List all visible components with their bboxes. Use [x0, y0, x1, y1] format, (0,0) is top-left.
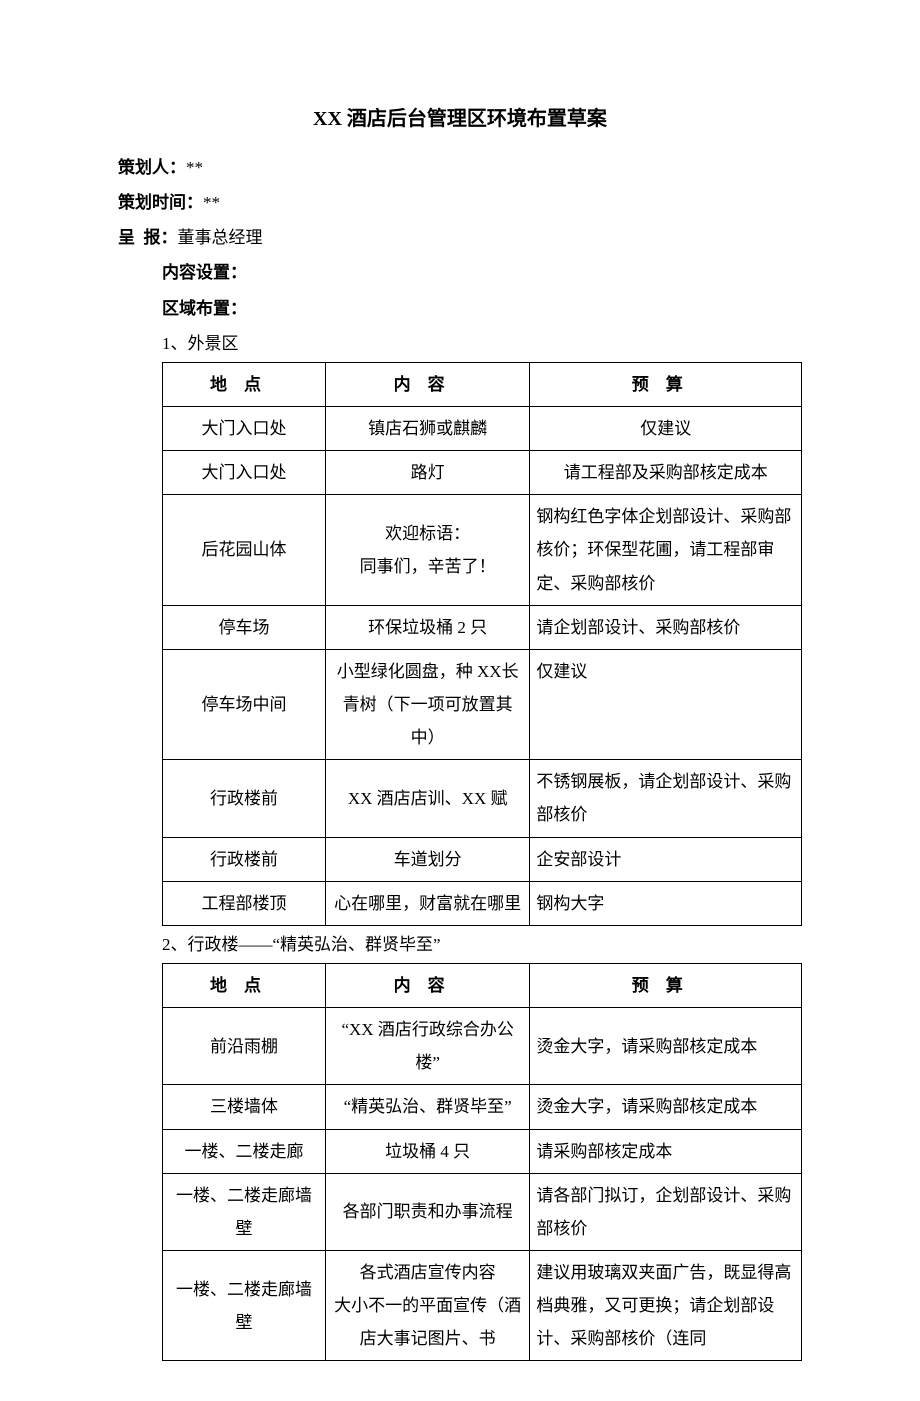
header-budget: 预算: [530, 963, 802, 1007]
cell-budget: 仅建议: [530, 649, 802, 759]
cell-budget: 请工程部及采购部核定成本: [530, 451, 802, 495]
header-location: 地点: [163, 963, 326, 1007]
planner-line: 策划人：**: [118, 151, 802, 184]
cell-content: 镇店石狮或麒麟: [325, 406, 529, 450]
cell-content: “XX 酒店行政综合办公楼”: [325, 1008, 529, 1085]
cell-content: 各式酒店宣传内容大小不一的平面宣传（酒店大事记图片、书: [325, 1250, 529, 1360]
cell-location: 行政楼前: [163, 760, 326, 837]
submit-label: 呈: [118, 228, 144, 247]
submit-value: 董事总经理: [178, 228, 263, 247]
cell-location: 停车场: [163, 605, 326, 649]
cell-location: 三楼墙体: [163, 1085, 326, 1129]
plan-time-line: 策划时间：**: [118, 186, 802, 219]
cell-location: 一楼、二楼走廊: [163, 1129, 326, 1173]
table-row: 前沿雨棚“XX 酒店行政综合办公楼”烫金大字，请采购部核定成本: [163, 1008, 802, 1085]
cell-location: 行政楼前: [163, 837, 326, 881]
header-content: 内容: [325, 362, 529, 406]
cell-location: 一楼、二楼走廊墙壁: [163, 1173, 326, 1250]
header-location: 地点: [163, 362, 326, 406]
header-content: 内容: [325, 963, 529, 1007]
cell-location: 工程部楼顶: [163, 881, 326, 925]
table-row: 三楼墙体“精英弘治、群贤毕至”烫金大字，请采购部核定成本: [163, 1085, 802, 1129]
cell-content: 路灯: [325, 451, 529, 495]
cell-budget: 烫金大字，请采购部核定成本: [530, 1008, 802, 1085]
cell-content: 环保垃圾桶 2 只: [325, 605, 529, 649]
table-row: 停车场中间小型绿化圆盘，种 XX长青树（下一项可放置其中）仅建议: [163, 649, 802, 759]
submit-line: 呈报：董事总经理: [118, 221, 802, 254]
cell-content: 欢迎标语：同事们，辛苦了！: [325, 495, 529, 605]
table-row: 大门入口处路灯请工程部及采购部核定成本: [163, 451, 802, 495]
cell-budget: 建议用玻璃双夹面广告，既显得高档典雅，又可更换；请企划部设计、采购部核价（连同: [530, 1250, 802, 1360]
table-row: 行政楼前车道划分企安部设计: [163, 837, 802, 881]
table-row: 停车场环保垃圾桶 2 只请企划部设计、采购部核价: [163, 605, 802, 649]
cell-content: XX 酒店店训、XX 赋: [325, 760, 529, 837]
cell-content: 小型绿化圆盘，种 XX长青树（下一项可放置其中）: [325, 649, 529, 759]
cell-location: 停车场中间: [163, 649, 326, 759]
area-layout-label: 区域布置：: [162, 292, 802, 325]
content-settings-label: 内容设置：: [162, 256, 802, 289]
cell-location: 后花园山体: [163, 495, 326, 605]
section1-table: 地点 内容 预算 大门入口处镇店石狮或麒麟仅建议大门入口处路灯请工程部及采购部核…: [162, 362, 802, 926]
cell-budget: 钢构大字: [530, 881, 802, 925]
indented-content: 内容设置： 区域布置： 1、外景区 地点 内容 预算 大门入口处镇店石狮或麒麟仅…: [118, 256, 802, 1361]
table-row: 大门入口处镇店石狮或麒麟仅建议: [163, 406, 802, 450]
cell-location: 一楼、二楼走廊墙壁: [163, 1250, 326, 1360]
header-budget: 预算: [530, 362, 802, 406]
cell-location: 前沿雨棚: [163, 1008, 326, 1085]
table-row: 行政楼前XX 酒店店训、XX 赋不锈钢展板，请企划部设计、采购部核价: [163, 760, 802, 837]
cell-budget: 请各部门拟订，企划部设计、采购部核价: [530, 1173, 802, 1250]
table-header-row: 地点 内容 预算: [163, 362, 802, 406]
cell-content: 垃圾桶 4 只: [325, 1129, 529, 1173]
planner-value: **: [186, 158, 203, 177]
cell-budget: 企安部设计: [530, 837, 802, 881]
table-row: 一楼、二楼走廊墙壁各式酒店宣传内容大小不一的平面宣传（酒店大事记图片、书建议用玻…: [163, 1250, 802, 1360]
planner-label: 策划人：: [118, 158, 186, 177]
section2-heading: 2、行政楼——“精英弘治、群贤毕至”: [162, 928, 802, 961]
cell-budget: 不锈钢展板，请企划部设计、采购部核价: [530, 760, 802, 837]
cell-budget: 钢构红色字体企划部设计、采购部核价；环保型花圃，请工程部审定、采购部核价: [530, 495, 802, 605]
section1-heading: 1、外景区: [162, 327, 802, 360]
table-row: 后花园山体欢迎标语：同事们，辛苦了！钢构红色字体企划部设计、采购部核价；环保型花…: [163, 495, 802, 605]
cell-location: 大门入口处: [163, 406, 326, 450]
submit-sep: 报：: [144, 228, 178, 247]
cell-budget: 仅建议: [530, 406, 802, 450]
cell-content: “精英弘治、群贤毕至”: [325, 1085, 529, 1129]
cell-content: 各部门职责和办事流程: [325, 1173, 529, 1250]
table-row: 工程部楼顶心在哪里，财富就在哪里钢构大字: [163, 881, 802, 925]
cell-budget: 请企划部设计、采购部核价: [530, 605, 802, 649]
cell-content: 心在哪里，财富就在哪里: [325, 881, 529, 925]
cell-budget: 请采购部核定成本: [530, 1129, 802, 1173]
cell-budget: 烫金大字，请采购部核定成本: [530, 1085, 802, 1129]
plan-time-label: 策划时间：: [118, 193, 203, 212]
document-title: XX 酒店后台管理区环境布置草案: [118, 100, 802, 139]
cell-location: 大门入口处: [163, 451, 326, 495]
plan-time-value: **: [203, 193, 220, 212]
table-row: 一楼、二楼走廊墙壁各部门职责和办事流程请各部门拟订，企划部设计、采购部核价: [163, 1173, 802, 1250]
table-row: 一楼、二楼走廊垃圾桶 4 只请采购部核定成本: [163, 1129, 802, 1173]
table-header-row: 地点 内容 预算: [163, 963, 802, 1007]
cell-content: 车道划分: [325, 837, 529, 881]
